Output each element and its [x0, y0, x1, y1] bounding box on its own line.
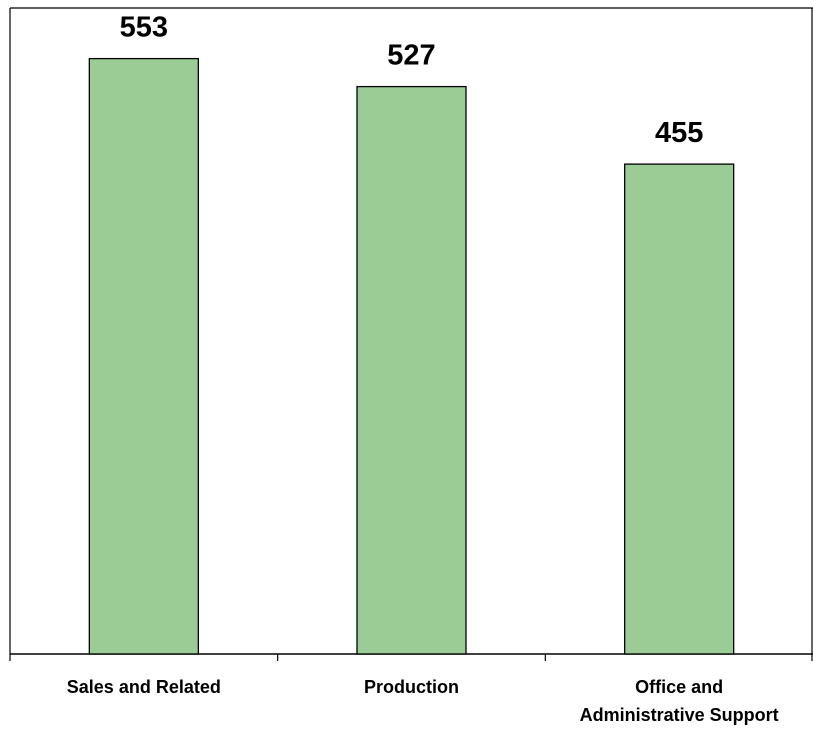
- x-tick-label: Sales and Related: [67, 677, 221, 697]
- data-label: 553: [120, 12, 168, 44]
- category-labels: Sales and Related Production Office and Adm…: [67, 677, 779, 725]
- bar: [624, 163, 735, 655]
- data-label: 455: [655, 117, 703, 149]
- value-labels: 553 527 455: [120, 12, 704, 150]
- x-tick-label: Production: [364, 677, 459, 697]
- bars: [88, 57, 735, 655]
- bar: [88, 57, 199, 655]
- x-tick-label: Office and Administrative Support: [580, 677, 779, 725]
- data-label: 527: [387, 40, 435, 72]
- bar: [356, 85, 467, 655]
